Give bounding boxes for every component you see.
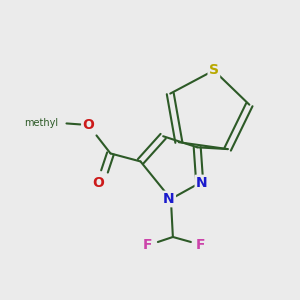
Text: N: N <box>196 176 208 190</box>
Text: F: F <box>196 238 206 252</box>
Text: O: O <box>92 176 104 190</box>
Text: N: N <box>163 192 175 206</box>
Text: F: F <box>143 238 153 252</box>
Text: O: O <box>82 118 94 132</box>
Text: S: S <box>209 63 219 77</box>
Text: methyl: methyl <box>24 118 58 128</box>
